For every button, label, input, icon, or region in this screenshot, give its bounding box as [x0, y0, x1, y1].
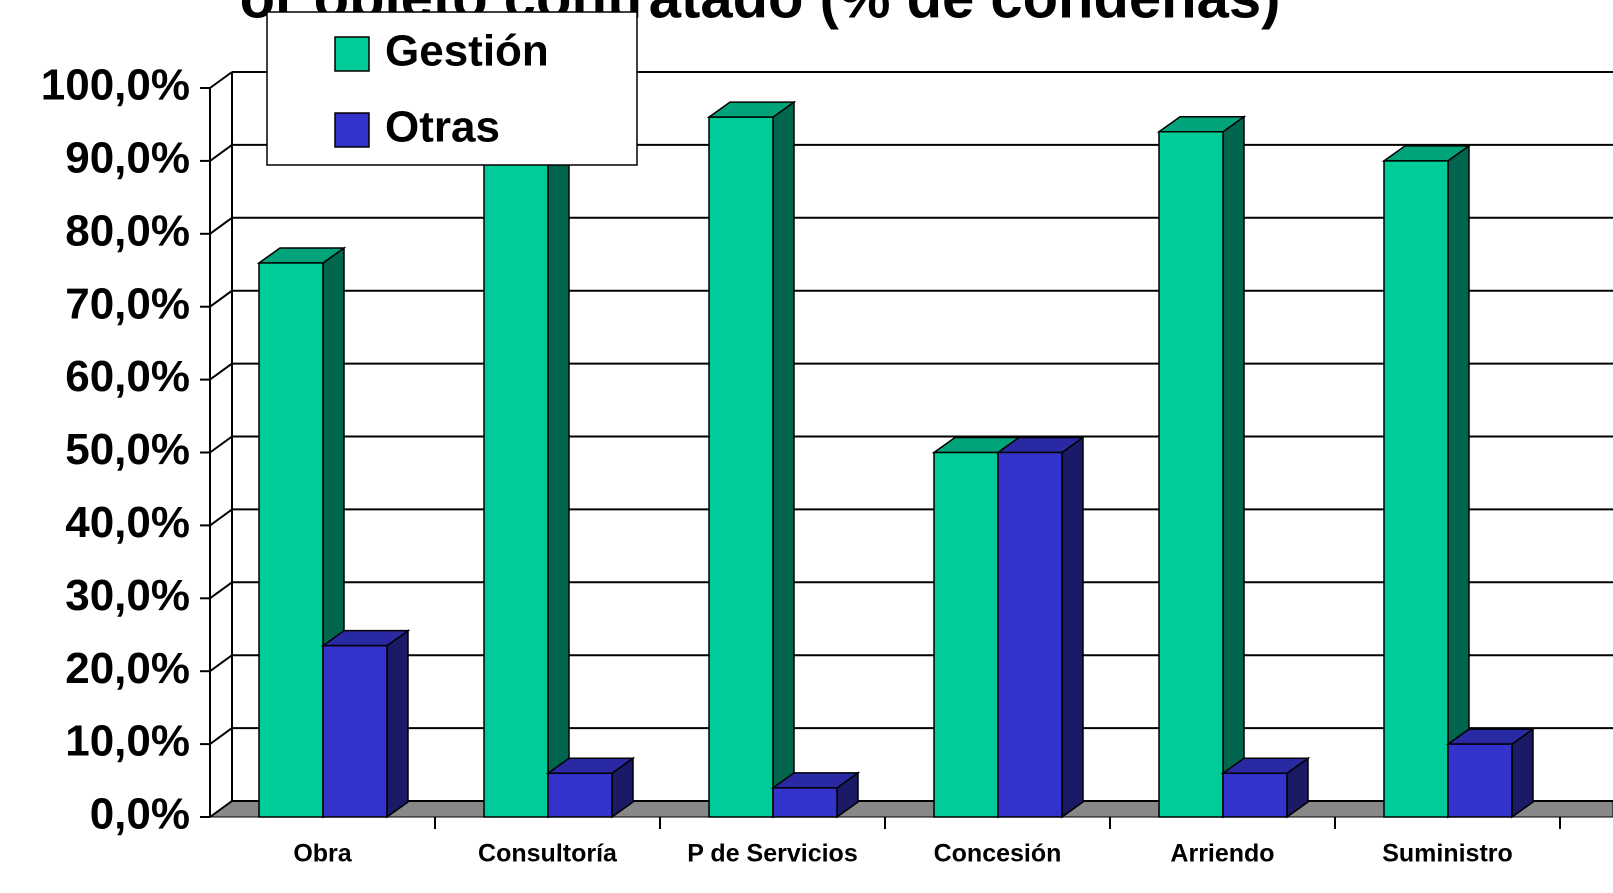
- legend-swatch: [334, 36, 370, 72]
- side-grid-line: [209, 581, 233, 600]
- bar-side: [547, 115, 570, 819]
- y-tick-label: 100,0%: [41, 61, 190, 110]
- y-tick-label: 20,0%: [65, 644, 190, 693]
- legend-label: Otras: [385, 103, 500, 152]
- side-grid-line: [209, 800, 233, 818]
- y-tick-label: 40,0%: [65, 498, 190, 547]
- y-tick-label: 50,0%: [65, 425, 190, 474]
- bar: [933, 451, 999, 818]
- x-tick-label: Consultoría: [478, 840, 618, 868]
- bar-side: [386, 629, 409, 819]
- side-grid-line: [209, 216, 233, 235]
- legend: [266, 11, 638, 166]
- bar: [483, 130, 549, 818]
- bar: [772, 787, 838, 818]
- bar-side: [1061, 436, 1084, 819]
- side-grid-line: [209, 654, 233, 673]
- side-grid-line: [209, 362, 233, 381]
- y-tick-label: 90,0%: [65, 134, 190, 183]
- x-tick-label: Suministro: [1382, 840, 1513, 868]
- side-grid-line: [209, 727, 233, 745]
- y-tick-label: 60,0%: [65, 352, 190, 401]
- bar-side: [1222, 115, 1245, 819]
- side-grid-line: [209, 144, 233, 162]
- y-tick-label: 80,0%: [65, 206, 190, 255]
- bar-side: [772, 100, 795, 819]
- legend-label: Gestión: [385, 27, 549, 76]
- x-tick-label: Arriendo: [1170, 840, 1274, 868]
- y-tick-label: 30,0%: [65, 571, 190, 620]
- bar: [1383, 160, 1449, 818]
- side-grid-line: [209, 508, 233, 527]
- bar: [1158, 130, 1224, 818]
- side-grid-line: [209, 435, 233, 454]
- side-grid-line: [209, 71, 233, 89]
- bar: [708, 116, 774, 818]
- x-tick-label: P de Servicios: [687, 840, 857, 868]
- y-tick-label: 10,0%: [65, 717, 190, 766]
- x-tick-label: Concesión: [934, 840, 1062, 868]
- bar: [997, 451, 1063, 818]
- bar: [1222, 772, 1288, 818]
- bar-side: [1447, 144, 1470, 819]
- bar: [1447, 743, 1513, 818]
- bar: [547, 772, 613, 818]
- x-tick-label: Obra: [293, 840, 352, 868]
- y-tick-label: 0,0%: [90, 790, 190, 839]
- y-tick-label: 70,0%: [65, 279, 190, 328]
- side-grid-line: [209, 289, 233, 308]
- legend-swatch: [334, 112, 370, 148]
- bar: [258, 262, 324, 818]
- bar: [322, 644, 388, 818]
